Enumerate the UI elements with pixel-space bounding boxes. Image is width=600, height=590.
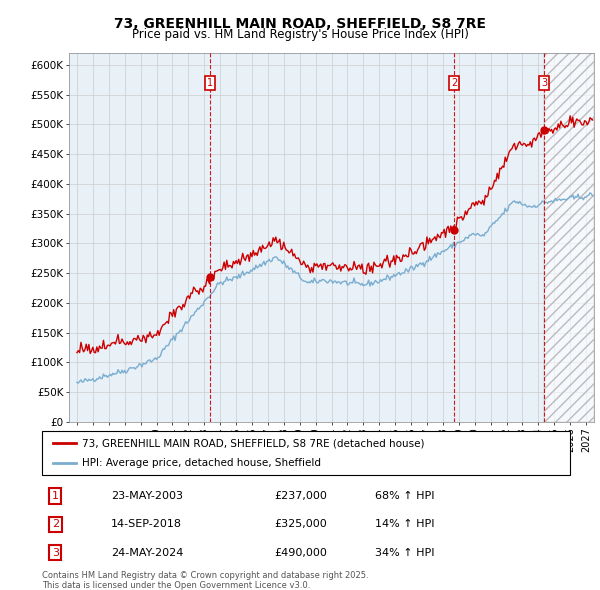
Text: Contains HM Land Registry data © Crown copyright and database right 2025.
This d: Contains HM Land Registry data © Crown c… [42, 571, 368, 590]
Text: 2: 2 [52, 519, 59, 529]
Text: 3: 3 [541, 78, 547, 87]
Text: 3: 3 [52, 548, 59, 558]
Text: HPI: Average price, detached house, Sheffield: HPI: Average price, detached house, Shef… [82, 458, 320, 467]
Text: 68% ↑ HPI: 68% ↑ HPI [374, 491, 434, 502]
Text: 1: 1 [52, 491, 59, 502]
Text: 73, GREENHILL MAIN ROAD, SHEFFIELD, S8 7RE: 73, GREENHILL MAIN ROAD, SHEFFIELD, S8 7… [114, 17, 486, 31]
Text: 14-SEP-2018: 14-SEP-2018 [110, 519, 182, 529]
Text: £490,000: £490,000 [274, 548, 327, 558]
Text: Price paid vs. HM Land Registry's House Price Index (HPI): Price paid vs. HM Land Registry's House … [131, 28, 469, 41]
Text: £237,000: £237,000 [274, 491, 327, 502]
Text: 1: 1 [207, 78, 214, 87]
Text: 2: 2 [451, 78, 457, 87]
Text: 23-MAY-2003: 23-MAY-2003 [110, 491, 182, 502]
Text: 24-MAY-2024: 24-MAY-2024 [110, 548, 183, 558]
Text: £325,000: £325,000 [274, 519, 327, 529]
Text: 73, GREENHILL MAIN ROAD, SHEFFIELD, S8 7RE (detached house): 73, GREENHILL MAIN ROAD, SHEFFIELD, S8 7… [82, 438, 424, 448]
Text: 34% ↑ HPI: 34% ↑ HPI [374, 548, 434, 558]
Text: 14% ↑ HPI: 14% ↑ HPI [374, 519, 434, 529]
